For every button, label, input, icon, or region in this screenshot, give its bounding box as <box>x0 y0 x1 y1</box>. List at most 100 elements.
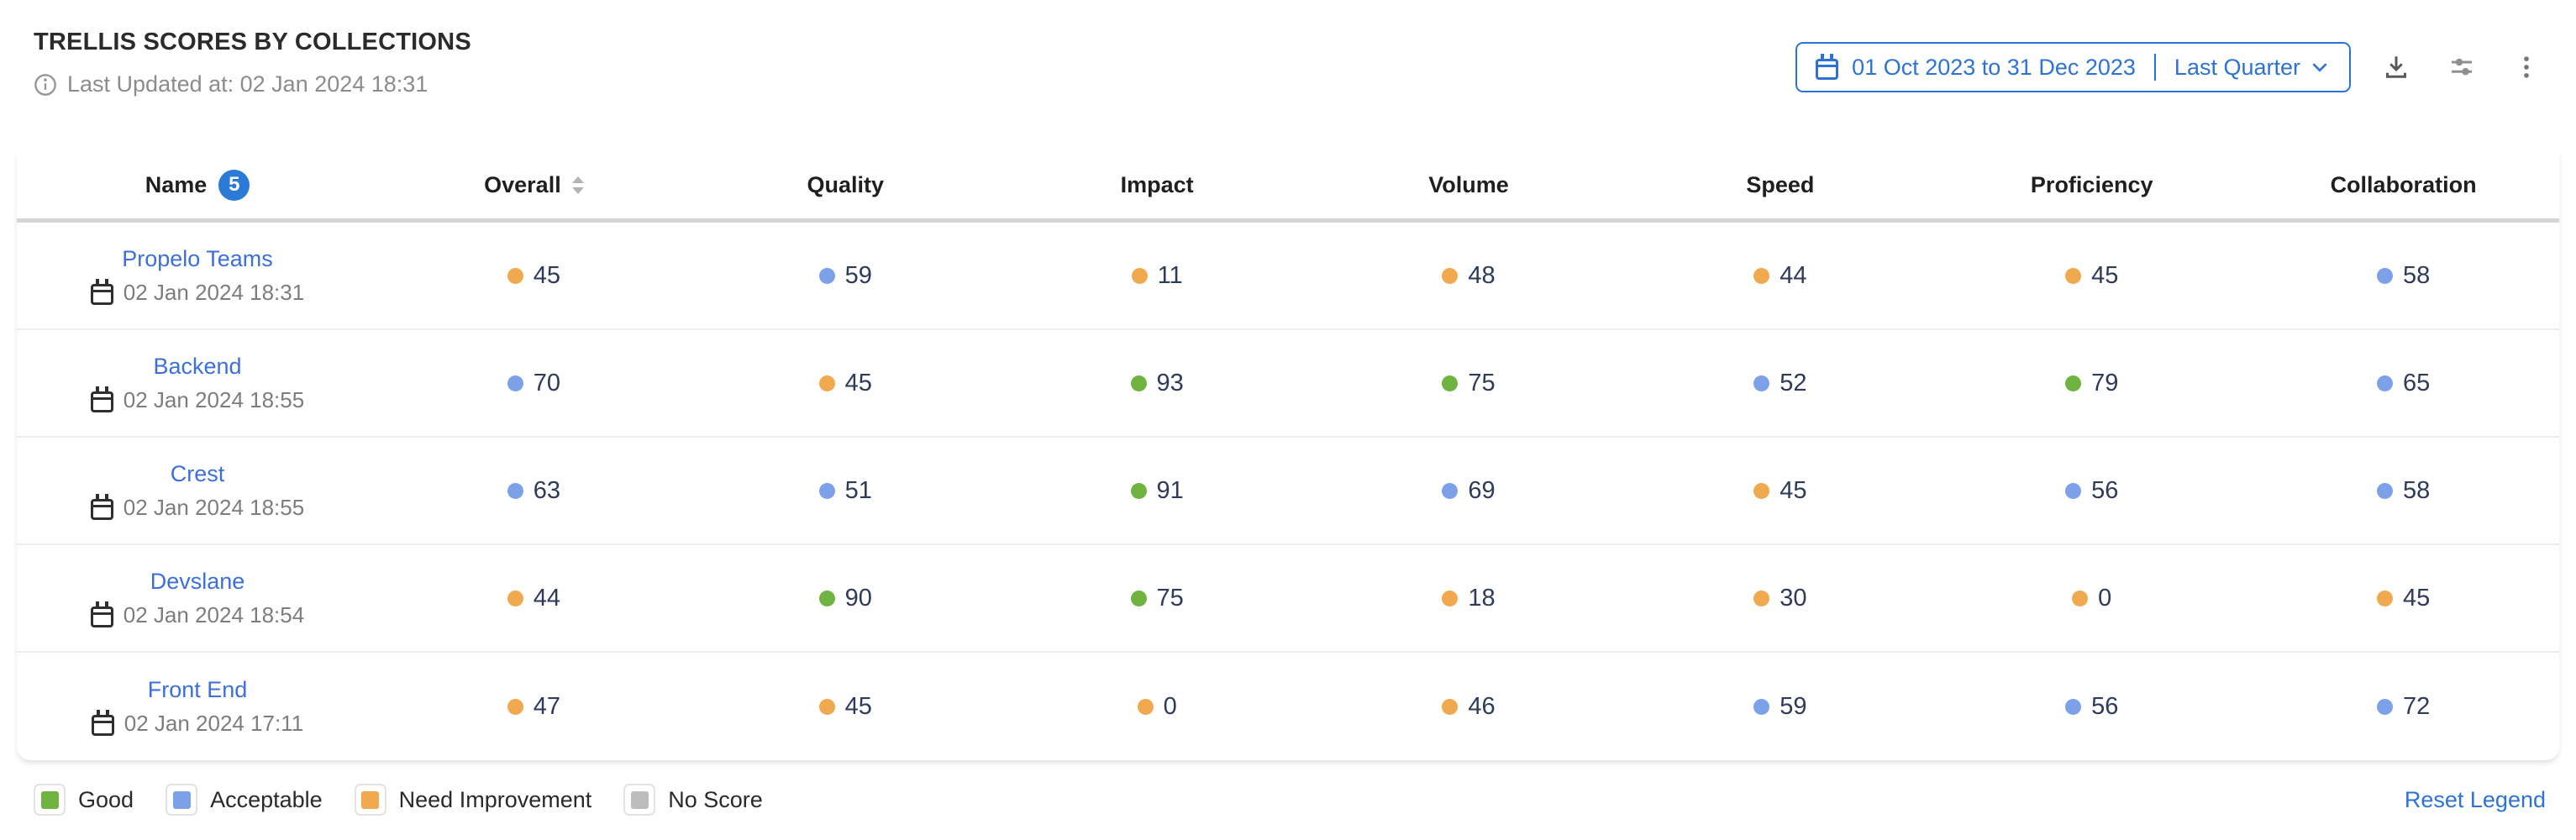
score-value: 69 <box>1468 476 1496 504</box>
info-icon[interactable] <box>34 73 57 97</box>
column-header-volume: Volume <box>1313 172 1625 198</box>
score-cell-volume: 48 <box>1313 262 1625 290</box>
score-dot-icon <box>818 482 835 499</box>
score-value: 45 <box>844 369 872 396</box>
row-updated: 02 Jan 2024 18:55 <box>90 386 304 413</box>
row-updated-label: 02 Jan 2024 18:31 <box>123 279 305 305</box>
score-value: 70 <box>533 369 561 396</box>
name-cell: Front End 02 Jan 2024 17:11 <box>17 677 378 737</box>
download-button[interactable] <box>2376 47 2416 87</box>
legend-item-need-improvement[interactable]: Need Improvement <box>354 784 591 816</box>
score-dot-icon <box>2376 698 2393 715</box>
legend-label: Acceptable <box>210 786 323 812</box>
score-value: 58 <box>2402 261 2431 289</box>
table-row: Crest 02 Jan 2024 18:55 63 51 91 69 45 5… <box>17 438 2559 545</box>
score-cell-volume: 18 <box>1313 585 1625 612</box>
score-cell-quality: 51 <box>690 477 1001 505</box>
score-dot-icon <box>1753 590 1770 606</box>
calendar-icon <box>90 386 113 412</box>
table-row: Front End 02 Jan 2024 17:11 47 45 0 46 5… <box>17 653 2559 760</box>
score-value: 44 <box>1780 261 1807 289</box>
more-options-button[interactable] <box>2507 48 2546 87</box>
score-dot-icon <box>2072 590 2089 606</box>
score-dot-icon <box>1130 482 1147 499</box>
column-label-quality: Quality <box>807 171 885 197</box>
name-cell: Crest 02 Jan 2024 18:55 <box>17 461 378 521</box>
score-value: 30 <box>1780 584 1807 612</box>
collection-link[interactable]: Backend <box>153 353 242 379</box>
row-updated-label: 02 Jan 2024 17:11 <box>124 710 304 736</box>
score-value: 47 <box>533 692 561 720</box>
calendar-icon <box>90 601 113 627</box>
score-value: 72 <box>2402 692 2431 720</box>
score-dot-icon <box>2065 375 2082 391</box>
date-preset-selector[interactable]: Last Quarter <box>2174 55 2331 81</box>
score-dot-icon <box>2376 590 2393 606</box>
score-dot-icon <box>1442 375 1459 391</box>
legend-swatch-icon <box>354 784 386 816</box>
reset-legend-link[interactable]: Reset Legend <box>2404 786 2546 812</box>
settings-button[interactable] <box>2442 47 2482 87</box>
score-cell-collaboration: 58 <box>2247 477 2559 505</box>
score-cell-overall: 63 <box>378 477 690 505</box>
name-cell: Backend 02 Jan 2024 18:55 <box>17 354 378 413</box>
column-header-collaboration: Collaboration <box>2247 172 2559 198</box>
column-label-collaboration: Collaboration <box>2330 171 2477 197</box>
column-header-quality: Quality <box>690 172 1001 198</box>
collection-link[interactable]: Front End <box>147 676 248 702</box>
score-cell-speed: 45 <box>1624 477 1936 505</box>
score-dot-icon <box>507 267 523 284</box>
calendar-icon <box>1816 54 1839 80</box>
last-updated-label: Last Updated at: 02 Jan 2024 18:31 <box>67 71 428 97</box>
score-dot-icon <box>2376 267 2393 284</box>
score-value: 90 <box>844 584 872 612</box>
date-range-label: 01 Oct 2023 to 31 Dec 2023 <box>1852 54 2136 80</box>
collection-link[interactable]: Propelo Teams <box>122 245 273 271</box>
score-cell-proficiency: 56 <box>1936 477 2247 505</box>
row-updated: 02 Jan 2024 18:55 <box>90 494 305 521</box>
score-value: 44 <box>533 584 561 612</box>
score-dot-icon <box>1753 698 1770 715</box>
row-updated-label: 02 Jan 2024 18:55 <box>123 494 305 520</box>
calendar-icon <box>91 710 114 736</box>
page-title: TRELLIS SCORES BY COLLECTIONS <box>34 29 471 55</box>
widget-header: TRELLIS SCORES BY COLLECTIONS Last Updat… <box>0 0 2576 97</box>
score-value: 45 <box>2091 261 2119 289</box>
legend-swatch-icon <box>623 784 656 816</box>
column-header-overall[interactable]: Overall <box>378 172 690 198</box>
widget-header-left: TRELLIS SCORES BY COLLECTIONS Last Updat… <box>34 29 471 97</box>
column-label-speed: Speed <box>1746 171 1815 197</box>
score-cell-collaboration: 72 <box>2247 693 2559 721</box>
legend-item-no-score[interactable]: No Score <box>623 784 763 816</box>
score-dot-icon <box>2065 267 2082 284</box>
score-cell-overall: 70 <box>378 370 690 397</box>
score-cell-overall: 47 <box>378 693 690 721</box>
last-updated: Last Updated at: 02 Jan 2024 18:31 <box>34 71 471 97</box>
score-legend: Good Acceptable Need Improvement No Scor… <box>0 760 2576 816</box>
score-value: 93 <box>1156 369 1184 396</box>
kebab-menu-icon <box>2524 56 2529 78</box>
score-value: 51 <box>844 476 872 504</box>
sort-icon[interactable] <box>571 176 584 194</box>
score-value: 11 <box>1157 261 1183 289</box>
date-range-picker[interactable]: 01 Oct 2023 to 31 Dec 2023 Last Quarter <box>1795 42 2351 92</box>
score-cell-quality: 59 <box>690 262 1001 290</box>
legend-item-acceptable[interactable]: Acceptable <box>166 784 323 816</box>
legend-swatch-icon <box>166 784 198 816</box>
score-cell-proficiency: 56 <box>1936 693 2247 721</box>
sliders-icon <box>2452 58 2472 76</box>
score-cell-impact: 91 <box>1001 477 1313 505</box>
column-header-name: Name 5 <box>17 169 378 201</box>
trellis-score-table: Name 5 Overall Quality Impact Volume Spe… <box>17 151 2559 760</box>
legend-item-good[interactable]: Good <box>34 784 134 816</box>
score-cell-volume: 69 <box>1313 477 1625 505</box>
collection-link[interactable]: Crest <box>170 460 225 486</box>
score-value: 45 <box>1780 476 1807 504</box>
score-value: 63 <box>533 476 561 504</box>
column-header-proficiency: Proficiency <box>1936 172 2247 198</box>
score-value: 52 <box>1780 369 1807 396</box>
score-value: 75 <box>1468 369 1496 396</box>
collection-link[interactable]: Devslane <box>150 568 245 594</box>
score-cell-speed: 52 <box>1624 370 1936 397</box>
chevron-down-icon <box>2312 63 2327 72</box>
